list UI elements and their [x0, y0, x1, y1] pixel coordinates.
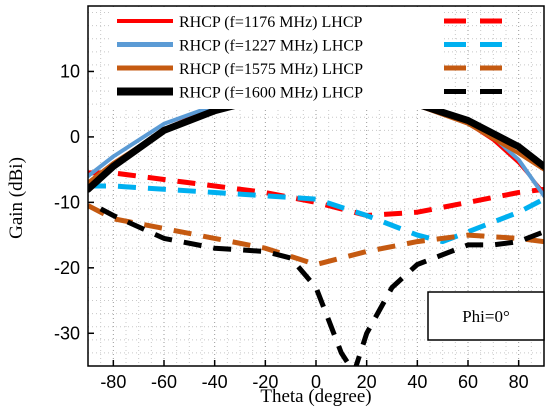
lhcp-line-1: [88, 170, 544, 218]
x-tick-label: 40: [407, 372, 427, 392]
y-tick-label: -20: [54, 258, 80, 278]
lhcp-line-3: [88, 203, 544, 267]
lhcp-line-4: [99, 206, 544, 366]
legend-entry-1: RHCP (f=1176 MHz) LHCP: [179, 14, 363, 31]
legend-entry-4: RHCP (f=1600 MHz) LHCP: [179, 85, 363, 102]
x-tick-label: -80: [100, 372, 126, 392]
x-tick-label: -60: [151, 372, 177, 392]
ticks: -80 -60 -40 -20 0 20 40 60 80 -30 -20 -10 0 10: [54, 61, 529, 392]
y-tick-label: 0: [70, 127, 80, 147]
y-tick-label: 10: [60, 61, 80, 81]
annotation-box: Phi=0°: [427, 291, 545, 341]
y-tick-label: -30: [54, 323, 80, 343]
x-tick-label: -40: [202, 372, 228, 392]
y-tick-label: -10: [54, 192, 80, 212]
x-tick-label: 20: [357, 372, 377, 392]
annotation-frame: [427, 291, 545, 341]
x-tick-label: 60: [458, 372, 478, 392]
annotation-text: Phi=0°: [462, 307, 510, 326]
y-axis-label: Gain (dBi): [6, 157, 27, 239]
lhcp-line-2: [88, 183, 544, 245]
x-axis-label: Theta (degree): [260, 386, 371, 407]
legend-entry-3: RHCP (f=1575 MHz) LHCP: [179, 61, 363, 78]
legend-entry-2: RHCP (f=1227 MHz) LHCP: [179, 38, 363, 55]
x-tick-label: 0: [311, 372, 321, 392]
x-tick-label: 80: [509, 372, 529, 392]
x-tick-label: -20: [252, 372, 278, 392]
legend: RHCP (f=1176 MHz) LHCP RHCP (f=1227 MHz) …: [112, 7, 514, 109]
